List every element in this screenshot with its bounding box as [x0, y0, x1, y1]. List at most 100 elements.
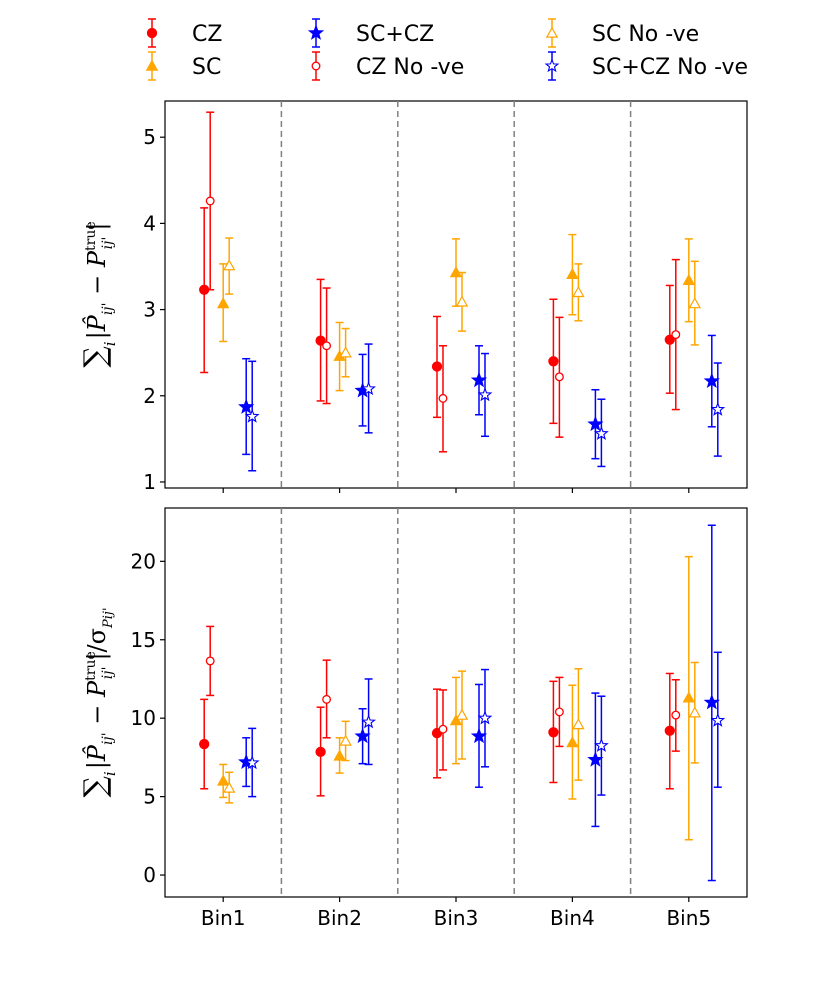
label-bar-close: | — [83, 223, 112, 231]
label-bar: | — [83, 331, 112, 339]
x-tick-label: Bin5 — [666, 906, 711, 930]
data-point — [438, 393, 448, 403]
legend-entry: SC No -ve — [545, 18, 699, 48]
y-tick: 15 — [131, 628, 165, 652]
y-tick-label: 10 — [131, 706, 156, 730]
y-tick-label: 5 — [143, 125, 156, 149]
data-point — [688, 297, 702, 309]
label-sub: ij' — [100, 303, 116, 316]
data-point — [594, 425, 609, 440]
y-tick-label: 5 — [143, 785, 156, 809]
label-p-hat: P̂ — [83, 314, 111, 332]
x-tick-label: Bin1 — [201, 906, 246, 930]
legend-entry: CZ No -ve — [311, 51, 464, 81]
data-point — [244, 408, 260, 423]
y-tick: 1 — [143, 470, 165, 494]
data-point — [688, 706, 702, 718]
data-point — [222, 259, 236, 271]
series-sc-cz — [238, 334, 720, 460]
data-point — [566, 267, 579, 280]
legend-marker — [545, 26, 559, 38]
data-point — [199, 738, 210, 750]
x-tick-label: Bin2 — [317, 906, 362, 930]
series-sc — [216, 555, 696, 841]
label-index: i — [101, 341, 119, 346]
data-point — [710, 401, 726, 416]
data-point — [572, 285, 585, 298]
data-point — [664, 725, 675, 736]
data-point — [572, 718, 585, 730]
y-tick: 5 — [143, 125, 165, 149]
data-point — [703, 372, 720, 389]
label-sub-2: ij' — [100, 667, 116, 680]
y-tick-label: 0 — [143, 863, 156, 887]
data-point — [477, 387, 493, 402]
label-sup: true — [83, 221, 99, 251]
label-sup: true — [83, 651, 99, 681]
data-point — [682, 273, 696, 286]
y-tick: 5 — [143, 785, 165, 809]
label-p-hat: P̂ — [83, 744, 111, 762]
label-sum: ∑ — [78, 776, 113, 798]
y-tick-label: 20 — [131, 549, 156, 573]
data-point — [455, 295, 469, 307]
y-tick-label: 2 — [143, 384, 156, 408]
series-sc-no-ve — [222, 661, 702, 804]
data-point — [205, 196, 215, 206]
y-tick-label: 15 — [131, 628, 156, 652]
y-tick: 20 — [131, 549, 165, 573]
x-tick-label: Bin4 — [550, 906, 595, 930]
data-point — [322, 694, 332, 704]
label-sub: ij' — [100, 732, 116, 745]
legend-marker — [145, 59, 159, 71]
y-tick-label: 1 — [143, 470, 156, 494]
label-p: P — [83, 250, 111, 268]
legend-marker — [146, 27, 158, 39]
data-point — [315, 746, 326, 758]
data-point — [333, 749, 346, 761]
label-bar: | — [83, 761, 112, 769]
legend-entry: SC+CZ No -ve — [544, 51, 748, 81]
label-sigma-sub: Pij' — [101, 607, 116, 629]
series-sc — [216, 233, 696, 392]
data-point — [438, 724, 448, 734]
label-minus: − — [83, 267, 111, 302]
y-tick: 0 — [143, 863, 165, 887]
data-point — [671, 710, 681, 720]
data-point — [238, 398, 255, 414]
data-point — [315, 335, 326, 346]
data-point — [664, 334, 675, 345]
data-point — [216, 297, 230, 309]
series-cz — [199, 207, 675, 425]
legend-entry: CZ — [146, 18, 222, 48]
label-index: i — [101, 771, 119, 776]
label-sum: ∑ — [78, 346, 113, 368]
label-minus: − — [83, 697, 111, 732]
data-point — [222, 781, 236, 793]
data-point — [244, 755, 260, 770]
y-tick: 10 — [131, 706, 165, 730]
series-sc-no-ve — [222, 237, 702, 378]
series-sc-cz-no-ve — [244, 343, 726, 472]
y-axis-label: ∑i|P̂ij' − Ptrueij'| — [78, 221, 119, 367]
series-sc-cz-no-ve — [244, 651, 726, 798]
data-point — [703, 693, 720, 710]
series-cz-no-ve — [205, 625, 681, 771]
data-point — [710, 712, 726, 727]
data-point — [205, 656, 215, 666]
legend-label: SC+CZ — [356, 22, 434, 47]
data-point — [216, 774, 230, 786]
data-point — [682, 691, 696, 703]
legend-label: CZ No -ve — [356, 55, 464, 80]
data-point — [455, 708, 469, 720]
x-tick-label: Bin3 — [434, 906, 479, 930]
y-tick-label: 3 — [143, 298, 156, 322]
legend-label: SC — [192, 55, 221, 80]
legend: CZ SC SC+CZ CZ No -ve SC No -ve SC+CZ No -ve — [145, 18, 748, 81]
y-tick: 3 — [143, 298, 165, 322]
data-point — [587, 751, 604, 767]
data-point — [449, 714, 463, 726]
